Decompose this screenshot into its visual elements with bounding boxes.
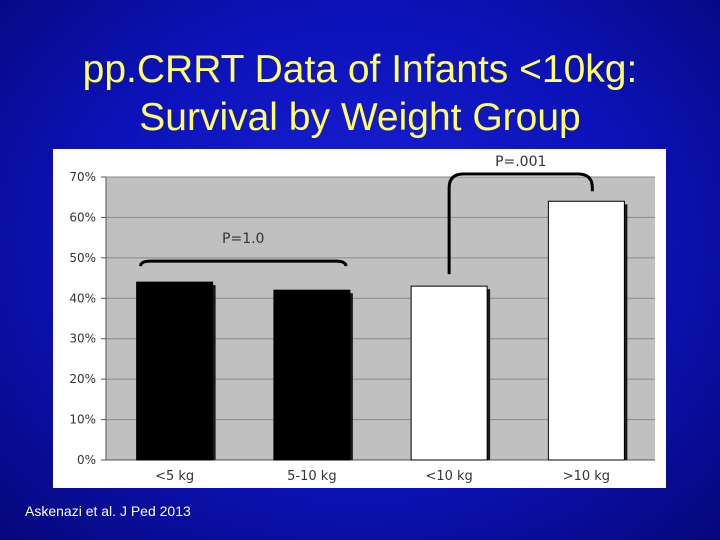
p-value-label-1: P=1.0 — [222, 231, 264, 247]
title-line-1: pp.CRRT Data of Infants <10kg: — [82, 48, 638, 91]
p-bracket-1 — [139, 259, 348, 267]
y-tick-label: 70% — [69, 170, 96, 184]
y-tick-label: 60% — [69, 210, 96, 224]
slide-title: pp.CRRT Data of Infants <10kg: Survival … — [0, 46, 720, 142]
y-tick-label: 40% — [69, 291, 96, 305]
chart-panel: 0% 10% 20% 30% 40% 50% 60% 70% <5 kg 5-10 kg <10 k… — [53, 149, 666, 488]
bar — [547, 200, 625, 461]
bar — [136, 281, 214, 461]
citation: Askenazi et al. J Ped 2013 — [25, 503, 191, 519]
x-tick-label: 5-10 kg — [287, 469, 336, 484]
y-tick-label: 30% — [69, 332, 96, 346]
y-tick-label: 10% — [69, 413, 96, 427]
y-tick-label: 20% — [69, 372, 96, 386]
x-tick-label: <5 kg — [155, 469, 194, 484]
y-tick-label: 50% — [69, 251, 96, 265]
p-bracket-2 — [447, 172, 594, 275]
title-line-2: Survival by Weight Group — [139, 96, 581, 139]
bar-chart: 0% 10% 20% 30% 40% 50% 60% 70% <5 kg 5-10 kg <10 k… — [69, 154, 655, 484]
y-tick-label: 0% — [77, 453, 96, 467]
x-tick-label: <10 kg — [425, 469, 472, 484]
bar — [410, 285, 488, 461]
x-tick-label: >10 kg — [563, 469, 610, 484]
bar — [273, 289, 351, 461]
p-value-label-2: P=.001 — [495, 154, 546, 170]
